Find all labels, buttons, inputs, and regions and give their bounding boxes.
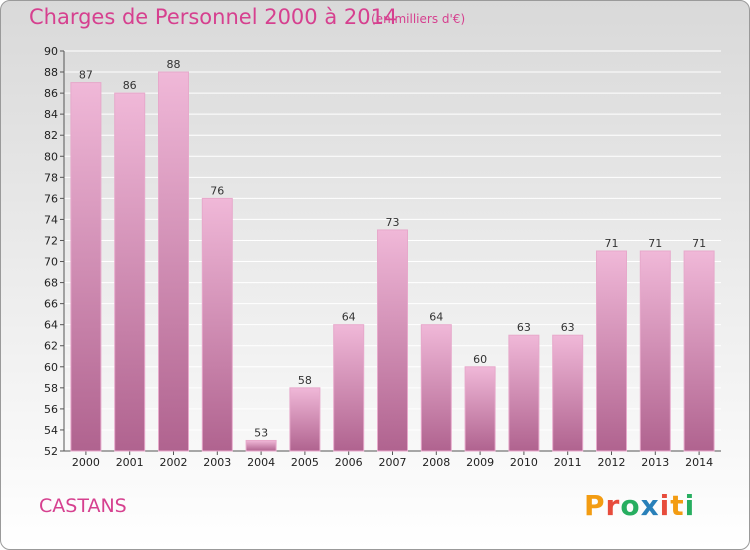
y-tick-label: 78	[44, 171, 58, 184]
y-tick-label: 64	[44, 319, 58, 332]
x-tick-label: 2007	[379, 456, 407, 469]
x-tick-label: 2005	[291, 456, 319, 469]
data-label: 87	[79, 69, 93, 82]
y-tick-label: 70	[44, 256, 58, 269]
bar-2005	[289, 387, 321, 452]
y-tick-label: 54	[44, 424, 58, 437]
bar-2001	[114, 92, 146, 452]
y-tick-label: 74	[44, 213, 58, 226]
y-tick-label: 68	[44, 277, 58, 290]
y-tick-label: 82	[44, 129, 58, 142]
x-tick-label: 2004	[247, 456, 275, 469]
y-tick-label: 66	[44, 298, 58, 311]
bar-2012	[596, 250, 627, 452]
y-tick-label: 90	[44, 45, 58, 58]
bar-2014	[683, 250, 715, 452]
data-label: 58	[298, 374, 312, 387]
y-tick-label: 84	[44, 108, 58, 121]
y-tick-label: 80	[44, 150, 58, 163]
y-tick-label: 60	[44, 361, 58, 374]
data-label: 64	[342, 311, 356, 324]
x-tick-label: 2003	[203, 456, 231, 469]
chart-title: Charges de Personnel 2000 à 2014	[29, 5, 398, 29]
x-tick-label: 2012	[598, 456, 626, 469]
bar-2006	[333, 324, 365, 452]
bar-2011	[552, 334, 584, 452]
y-tick-label: 72	[44, 234, 58, 247]
x-tick-label: 2011	[554, 456, 582, 469]
logo-letter: i	[659, 489, 671, 522]
y-tick-label: 76	[44, 192, 58, 205]
x-tick-label: 2000	[72, 456, 100, 469]
x-tick-label: 2001	[116, 456, 144, 469]
x-tick-label: 2008	[422, 456, 450, 469]
data-label: 71	[692, 237, 706, 250]
data-label: 73	[386, 216, 400, 229]
proxiti-logo[interactable]: Proxiti	[584, 489, 695, 522]
logo-letter: P	[584, 489, 606, 522]
bar-2000	[70, 82, 102, 452]
logo-letter: r	[605, 489, 621, 522]
x-tick-label: 2010	[510, 456, 538, 469]
data-label: 76	[210, 184, 224, 197]
logo-letter: i	[684, 489, 696, 522]
bar-2004	[245, 439, 277, 452]
commune-name: CASTANS	[39, 495, 127, 517]
bar-2013	[639, 250, 671, 452]
bar-2007	[377, 229, 408, 452]
y-tick-label: 56	[44, 403, 58, 416]
data-label: 88	[167, 58, 181, 71]
y-tick-label: 58	[44, 382, 58, 395]
labels: 87 86 88 76 53 58 64 73 64 60 63 63 71 71 71	[79, 58, 706, 439]
bar-2009	[464, 366, 496, 452]
bars	[70, 71, 715, 452]
x-tick-label: 2009	[466, 456, 494, 469]
y-tick-label: 52	[44, 445, 58, 458]
data-label: 60	[473, 353, 487, 366]
x-tick-label: 2014	[685, 456, 713, 469]
logo-letter: x	[640, 489, 660, 522]
data-label: 71	[605, 237, 619, 250]
bar-2002	[158, 71, 189, 452]
logo-letter: t	[670, 489, 685, 522]
data-label: 86	[123, 79, 137, 92]
x-tick-label: 2002	[160, 456, 188, 469]
y-tick-label: 88	[44, 66, 58, 79]
bar-2010	[508, 334, 540, 452]
data-label: 63	[517, 321, 531, 334]
data-label: 53	[254, 426, 268, 439]
y-tick-label: 62	[44, 340, 58, 353]
x-tick-label: 2013	[641, 456, 669, 469]
data-label: 71	[648, 237, 662, 250]
chart-unit: (en milliers d'€)	[371, 12, 466, 26]
bar-2003	[201, 197, 233, 452]
logo-letter: o	[620, 489, 641, 522]
x-tick-label: 2006	[335, 456, 363, 469]
data-label: 64	[429, 311, 443, 324]
data-label: 63	[561, 321, 575, 334]
bar-2008	[420, 324, 452, 452]
y-tick-label: 86	[44, 87, 58, 100]
